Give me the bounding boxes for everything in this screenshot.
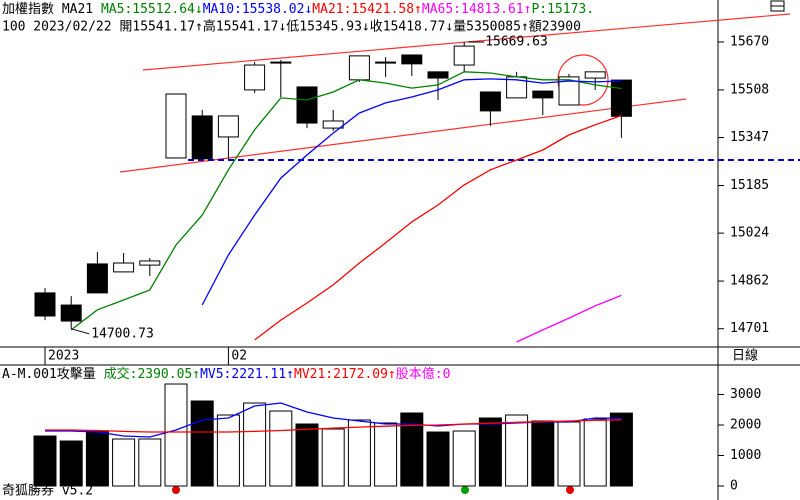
- candle-body: [139, 260, 161, 266]
- header-segment: A-M.001攻擊量: [2, 366, 104, 382]
- x-tick-label: 2023: [48, 349, 79, 364]
- candle-body: [348, 55, 370, 81]
- y-tick-label: 15508: [730, 82, 769, 97]
- y-tick-label: 15670: [730, 34, 769, 49]
- header-text: A-M.001攻擊量 成交:2390.05↑MV5:2221.11↑MV21:2…: [2, 366, 450, 382]
- volume-bar: [400, 412, 424, 487]
- period-label[interactable]: 日線: [732, 348, 758, 364]
- volume-bar: [426, 431, 450, 487]
- candle-body: [217, 115, 239, 138]
- candle-body: [375, 61, 397, 64]
- y-tick-label: 0: [730, 479, 738, 494]
- header-segment: MA10:15538.02↓: [203, 2, 313, 17]
- volume-bar: [269, 410, 293, 487]
- y-tick-label: 15347: [730, 130, 769, 145]
- candle-body: [610, 79, 632, 117]
- volume-bar: [190, 400, 214, 487]
- header-segment: 股本億:0: [396, 366, 451, 382]
- header-segment: P:15173.: [531, 2, 594, 17]
- y-tick-label: 1000: [730, 448, 761, 463]
- candle-body: [322, 120, 344, 129]
- volume-bar: [321, 428, 345, 487]
- ma-line: [254, 114, 622, 341]
- volume-bar: [347, 419, 371, 487]
- header-segment: MA5:15512.64↓: [101, 2, 203, 17]
- candle-body: [532, 90, 554, 99]
- volume-bar: [59, 440, 83, 487]
- candle-body: [113, 262, 135, 273]
- x-tick-label: 02: [231, 349, 247, 364]
- candle-body: [165, 93, 187, 159]
- candle-body: [479, 91, 501, 112]
- volume-bar: [609, 412, 633, 487]
- y-tick-label: 15185: [730, 178, 769, 193]
- footer: 奇狐勝券 v5.2: [2, 483, 93, 499]
- candle-body: [86, 263, 108, 294]
- header-line-1: 加權指數 MA21 MA5:15512.64↓MA10:15538.02↓MA2…: [2, 2, 594, 17]
- volume-bar: [583, 418, 607, 487]
- volume-bar: [531, 420, 555, 487]
- candle-body: [296, 86, 318, 124]
- candle-body: [401, 54, 423, 65]
- candle-body: [427, 71, 449, 79]
- header-line-2: 100 2023/02/22 開15541.17↑高15541.17↓低1534…: [2, 19, 581, 35]
- header-segment: 成交:2390.05↑: [104, 366, 200, 382]
- volume-bar: [33, 435, 57, 487]
- candle-body: [244, 64, 266, 91]
- candle-body: [584, 71, 606, 79]
- candle-body: [191, 115, 213, 160]
- ma-line: [45, 419, 622, 433]
- candle-body: [558, 76, 580, 106]
- candle-body: [453, 45, 475, 66]
- y-tick-label: 14862: [730, 274, 769, 289]
- volume-bar: [216, 414, 240, 487]
- signal-dot: [172, 486, 180, 494]
- volume-bar: [505, 414, 529, 487]
- ma-line: [70, 71, 622, 331]
- signal-dot: [566, 486, 574, 494]
- candle-body: [34, 292, 56, 317]
- volume-bar: [85, 430, 109, 487]
- volume-header: A-M.001攻擊量 成交:2390.05↑MV5:2221.11↑MV21:2…: [2, 366, 450, 382]
- volume-bar: [452, 430, 476, 487]
- header-segment: MA65:14813.61↑: [422, 2, 532, 17]
- high-label: 15669.63: [485, 35, 548, 50]
- volume-bar: [295, 423, 319, 487]
- y-tick-label: 3000: [730, 387, 761, 402]
- y-tick-label: 15024: [730, 226, 769, 241]
- trend-line: [142, 13, 791, 71]
- y-tick-label: 2000: [730, 418, 761, 433]
- header-segment: MV21:2172.09↑: [294, 367, 396, 382]
- header-text: 加權指數 MA21 MA5:15512.64↓MA10:15538.02↓MA2…: [2, 2, 594, 17]
- volume-bar: [112, 438, 136, 487]
- candle-body: [270, 61, 292, 64]
- ma-line: [516, 294, 622, 343]
- low-label: 14700.73: [91, 326, 154, 341]
- volume-bar: [138, 438, 162, 487]
- volume-bar: [374, 422, 398, 487]
- volume-bar: [164, 383, 188, 487]
- trend-line: [119, 98, 687, 173]
- signal-dot: [461, 486, 469, 494]
- low-pointer: [71, 328, 90, 335]
- header-segment: MV5:2221.11↑: [200, 367, 294, 382]
- ma-line: [201, 78, 622, 306]
- candle-body: [60, 304, 82, 322]
- y-tick-label: 14701: [730, 321, 769, 336]
- header-segment: MA21:15421.58↑: [312, 2, 422, 17]
- header-segment: 加權指數 MA21: [2, 2, 101, 17]
- volume-bar: [243, 402, 267, 487]
- volume-bar: [478, 417, 502, 487]
- volume-bar: [557, 421, 581, 487]
